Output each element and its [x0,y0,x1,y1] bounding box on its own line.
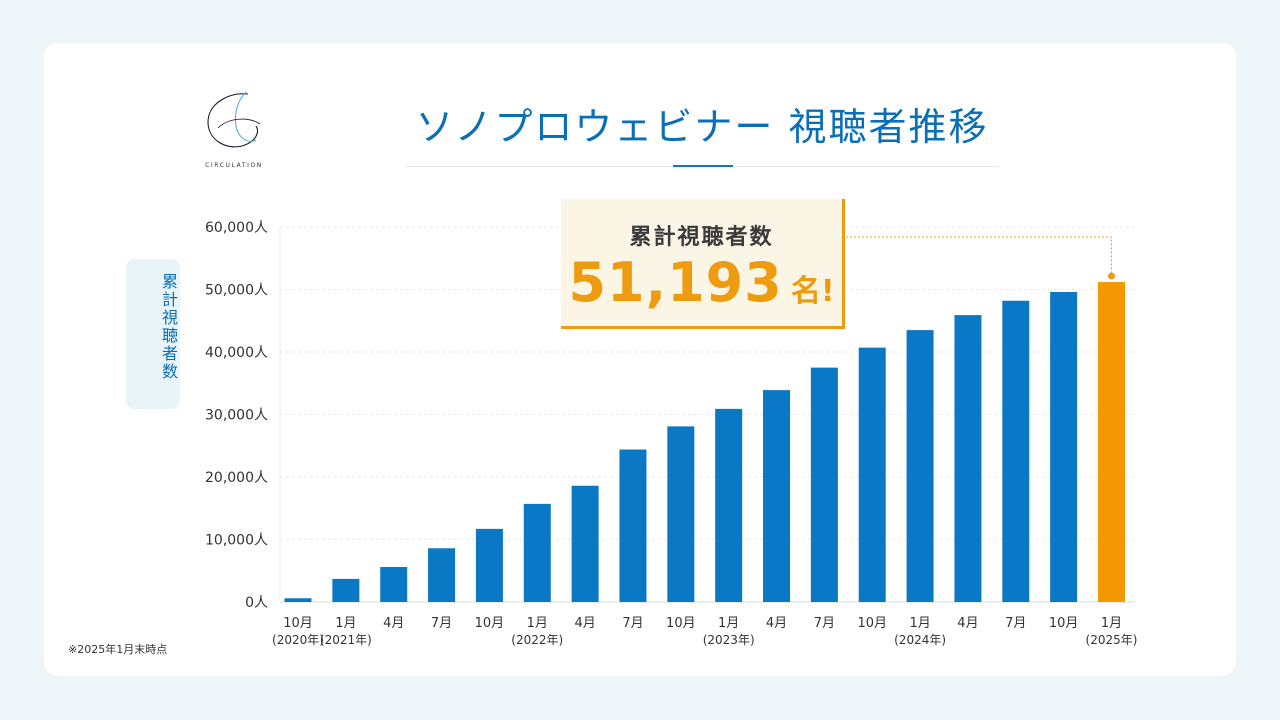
y-tick-label: 40,000人 [205,345,268,361]
y-axis-label-box: 累計視聴者数 [126,259,180,409]
total-viewers-callout: 累計視聴者数 51,193 名! [561,199,845,329]
x-tick-label: 10月 [666,616,696,631]
callout-label: 累計視聴者数 [629,225,774,250]
x-tick-year-label: (2021年) [320,633,372,647]
x-tick-labels: 10月 (2020年) 1月 (2021年) 4月 7月 10月 1月 (2022年) 4月 7月 1… [272,616,1137,647]
footnote: ※2025年1月末時点 [68,643,168,656]
y-tick-label: 30,000人 [205,408,268,424]
callout-unit: 名! [790,274,835,309]
bar [380,567,408,602]
x-tick-label: 7月 [1005,616,1026,631]
x-tick-label: 1月 [335,616,356,631]
bar [523,503,551,602]
y-axis-label: 累計視聴者数 [159,273,178,381]
y-tick-label: 0人 [245,595,268,611]
bar [571,485,599,602]
circulation-logo-mark [207,91,261,148]
bar [667,426,695,602]
bars [284,282,1125,602]
x-tick-label: 4月 [383,616,404,631]
bar [906,330,934,602]
x-tick-label: 4月 [957,616,978,631]
callout-value-row: 51,193 名! [561,251,842,314]
x-tick-year-label: (2020年) [272,633,324,647]
callout-value: 51,193 [568,251,783,314]
bar [475,528,503,602]
x-tick-label: 10月 [283,616,313,631]
x-tick-label: 1月 [718,616,739,631]
x-tick-label: 10月 [857,616,887,631]
x-tick-label: 1月 [527,616,548,631]
x-tick-label: 10月 [475,616,505,631]
bar [284,598,312,602]
x-tick-year-label: (2024年) [894,633,946,647]
x-tick-label: 10月 [1049,616,1079,631]
logo-wordmark: CIRCULATION [205,162,263,169]
x-tick-year-label: (2022年) [511,633,563,647]
bar [332,578,360,602]
x-tick-label: 4月 [766,616,787,631]
circulation-logo: CIRCULATION [198,88,270,172]
y-tick-label: 10,000人 [205,533,268,549]
callout-leader [846,236,1115,280]
x-tick-year-label: (2023年) [703,633,755,647]
page-title: ソノプロウェビナー 視聴者推移 [415,105,989,149]
title-accent-line [673,165,733,167]
callout-leader-dot [1108,272,1115,280]
y-tick-label: 20,000人 [205,470,268,486]
y-tick-labels: 0人 10,000人 20,000人 30,000人 40,000人 50,000人 60,… [205,220,268,611]
bar [619,449,647,602]
bar [763,390,791,602]
bar [715,408,743,602]
bar [428,548,456,602]
bar [1050,292,1078,602]
x-tick-label: 7月 [431,616,452,631]
bar-highlight [1098,282,1125,602]
x-tick-label: 7月 [814,616,835,631]
x-tick-label: 4月 [574,616,595,631]
bar [1002,300,1030,602]
bar [810,367,838,602]
bar [858,347,886,602]
x-tick-label: 1月 [909,616,930,631]
callout-leader-line [846,236,1112,277]
bar [954,315,982,602]
y-tick-label: 50,000人 [205,283,268,299]
x-tick-year-label: (2025年) [1086,633,1138,647]
x-tick-label: 7月 [622,616,643,631]
y-tick-label: 60,000人 [205,220,268,236]
x-tick-label: 1月 [1101,616,1122,631]
